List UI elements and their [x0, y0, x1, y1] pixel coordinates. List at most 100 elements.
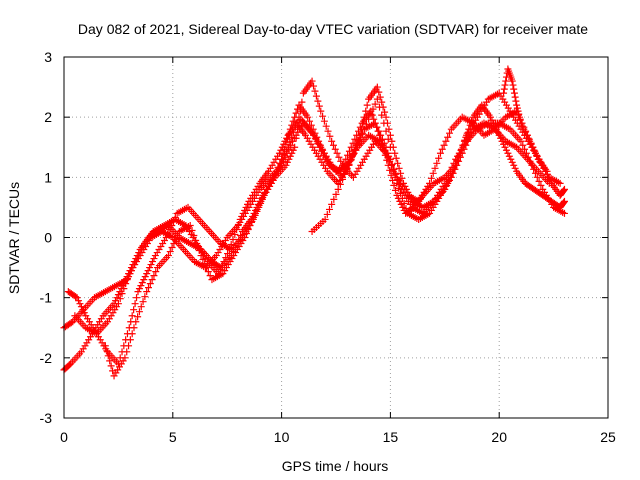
data-point	[190, 231, 198, 239]
data-point	[199, 256, 207, 264]
data-point	[510, 85, 518, 93]
data-point	[333, 149, 341, 157]
data-point	[134, 313, 142, 321]
data-point	[325, 205, 333, 213]
data-point	[560, 185, 568, 193]
data-point	[524, 134, 532, 142]
data-point	[347, 155, 355, 163]
data-point	[148, 258, 156, 266]
data-point	[507, 155, 515, 163]
data-point	[314, 139, 322, 147]
data-point	[387, 161, 395, 169]
data-point	[166, 225, 174, 233]
data-point	[522, 149, 530, 157]
data-point	[378, 111, 386, 119]
data-point	[354, 140, 362, 148]
data-point	[560, 209, 568, 217]
data-point	[508, 77, 516, 85]
data-point	[287, 141, 295, 149]
data-point	[312, 92, 320, 100]
data-point	[216, 266, 224, 274]
data-point	[139, 298, 147, 306]
data-point	[168, 244, 176, 252]
data-point	[291, 143, 299, 151]
data-point	[122, 280, 130, 288]
data-point	[113, 294, 121, 302]
data-point	[560, 198, 568, 206]
data-point	[277, 146, 285, 154]
data-point	[517, 119, 525, 127]
data-point	[77, 303, 85, 311]
data-point	[306, 117, 314, 125]
data-point	[317, 147, 325, 155]
data-point	[130, 324, 138, 332]
series-track-e	[71, 119, 568, 338]
data-point	[192, 237, 200, 245]
data-point	[242, 229, 250, 237]
data-point	[135, 285, 143, 293]
data-point	[513, 104, 521, 112]
data-point	[116, 295, 124, 303]
data-point	[517, 137, 525, 145]
data-point	[76, 300, 84, 308]
data-point	[296, 107, 304, 115]
data-point	[531, 149, 539, 157]
data-point	[120, 285, 128, 293]
data-point	[382, 127, 390, 135]
data-point	[125, 342, 133, 350]
x-tick-label: 5	[169, 429, 177, 445]
data-point	[326, 132, 334, 140]
data-point	[363, 101, 371, 109]
data-point	[392, 170, 400, 178]
data-point	[429, 169, 437, 177]
x-tick-label: 15	[383, 429, 399, 445]
data-point	[206, 272, 214, 280]
data-point	[352, 145, 360, 153]
data-point	[345, 160, 353, 168]
data-point	[543, 167, 551, 175]
x-tick-label: 10	[274, 429, 290, 445]
data-point	[73, 294, 81, 302]
data-point	[377, 131, 385, 139]
data-point	[144, 267, 152, 275]
y-tick-label: 2	[44, 109, 52, 125]
data-point	[328, 137, 336, 145]
data-point	[140, 276, 148, 284]
data-point	[359, 119, 367, 127]
data-point	[253, 205, 261, 213]
data-point	[114, 300, 122, 308]
data-point	[204, 268, 212, 276]
x-axis-label: GPS time / hours	[282, 458, 389, 474]
data-point	[391, 149, 399, 157]
data-point	[337, 157, 345, 165]
data-point	[101, 342, 109, 350]
data-point	[121, 354, 129, 362]
data-point	[261, 189, 269, 197]
data-point	[438, 145, 446, 153]
data-point	[283, 149, 291, 157]
data-point	[510, 89, 518, 97]
data-point	[143, 288, 151, 296]
data-point	[145, 284, 153, 292]
data-point	[392, 154, 400, 162]
data-point	[526, 137, 534, 145]
data-point	[514, 107, 522, 115]
data-point	[373, 83, 381, 91]
data-point	[279, 157, 287, 165]
data-point	[298, 98, 306, 106]
plot-border	[63, 56, 609, 419]
data-point	[133, 294, 141, 302]
data-point	[80, 309, 88, 317]
data-point	[531, 169, 539, 177]
data-point	[343, 165, 351, 173]
data-point	[170, 217, 178, 225]
data-point	[400, 199, 408, 207]
data-point	[123, 275, 131, 283]
data-point	[371, 100, 379, 108]
data-point	[289, 117, 297, 125]
data-point	[118, 290, 126, 298]
data-point	[446, 167, 454, 175]
data-point	[433, 159, 441, 167]
data-point	[317, 107, 325, 115]
data-point	[330, 195, 338, 203]
